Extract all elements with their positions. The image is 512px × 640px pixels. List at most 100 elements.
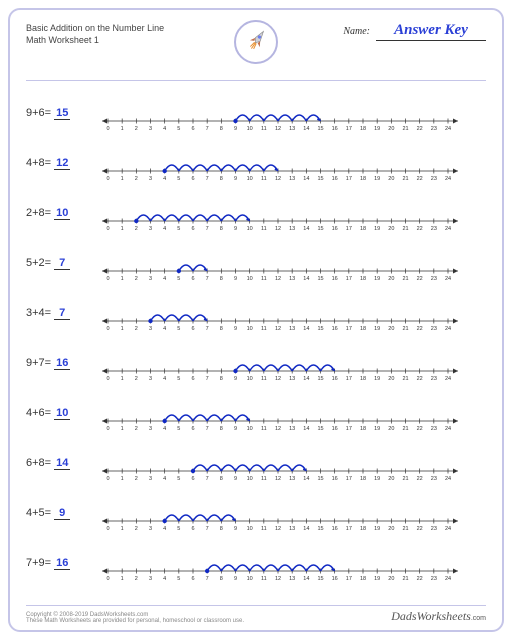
svg-text:4: 4	[163, 326, 166, 332]
title-block: Basic Addition on the Number Line Math W…	[26, 22, 164, 46]
svg-text:11: 11	[261, 326, 267, 332]
svg-text:22: 22	[417, 226, 423, 232]
svg-text:15: 15	[317, 326, 323, 332]
name-value: Answer Key	[376, 22, 486, 41]
answer-value: 16	[54, 557, 70, 570]
svg-text:20: 20	[388, 176, 394, 182]
svg-text:21: 21	[402, 326, 408, 332]
svg-text:10: 10	[247, 576, 253, 582]
svg-text:5: 5	[177, 426, 180, 432]
footer-note: These Math Worksheets are provided for p…	[26, 618, 244, 624]
svg-text:13: 13	[289, 126, 295, 132]
svg-text:17: 17	[346, 576, 352, 582]
svg-text:4: 4	[163, 476, 166, 482]
svg-text:0: 0	[106, 476, 109, 482]
svg-text:17: 17	[346, 376, 352, 382]
svg-text:2: 2	[135, 526, 138, 532]
svg-text:19: 19	[374, 476, 380, 482]
rocket-icon	[234, 20, 278, 64]
svg-text:10: 10	[247, 226, 253, 232]
problem-expression: 5+2= 7	[26, 257, 90, 270]
svg-text:14: 14	[303, 526, 309, 532]
svg-text:12: 12	[275, 226, 281, 232]
svg-text:13: 13	[289, 426, 295, 432]
svg-text:10: 10	[247, 476, 253, 482]
svg-text:4: 4	[163, 126, 166, 132]
svg-text:14: 14	[303, 276, 309, 282]
svg-text:8: 8	[220, 426, 223, 432]
answer-value: 7	[54, 257, 70, 270]
problem-expression: 9+7= 16	[26, 357, 90, 370]
problem-row: 7+9= 16012345678910111213141516171819202…	[26, 541, 486, 585]
svg-text:3: 3	[149, 376, 152, 382]
svg-text:4: 4	[163, 176, 166, 182]
svg-text:19: 19	[374, 126, 380, 132]
problem-expression: 6+8= 14	[26, 457, 90, 470]
svg-text:8: 8	[220, 176, 223, 182]
svg-text:11: 11	[261, 476, 267, 482]
brand-suffix: .com	[471, 615, 486, 622]
svg-text:14: 14	[303, 176, 309, 182]
svg-text:23: 23	[431, 526, 437, 532]
svg-text:19: 19	[374, 276, 380, 282]
svg-text:22: 22	[417, 526, 423, 532]
svg-text:17: 17	[346, 276, 352, 282]
svg-text:13: 13	[289, 276, 295, 282]
svg-text:24: 24	[445, 326, 451, 332]
svg-text:2: 2	[135, 576, 138, 582]
svg-text:2: 2	[135, 476, 138, 482]
svg-text:3: 3	[149, 276, 152, 282]
svg-text:23: 23	[431, 176, 437, 182]
svg-text:21: 21	[402, 476, 408, 482]
svg-text:21: 21	[402, 426, 408, 432]
svg-text:9: 9	[234, 376, 237, 382]
svg-text:3: 3	[149, 126, 152, 132]
svg-text:13: 13	[289, 226, 295, 232]
svg-text:7: 7	[206, 326, 209, 332]
numberline: 0123456789101112131415161718192021222324	[100, 291, 486, 335]
svg-text:17: 17	[346, 226, 352, 232]
svg-text:20: 20	[388, 126, 394, 132]
svg-text:14: 14	[303, 376, 309, 382]
svg-text:0: 0	[106, 526, 109, 532]
svg-text:12: 12	[275, 576, 281, 582]
svg-text:1: 1	[121, 176, 124, 182]
svg-text:5: 5	[177, 376, 180, 382]
problem-row: 3+4= 70123456789101112131415161718192021…	[26, 291, 486, 335]
svg-text:18: 18	[360, 326, 366, 332]
svg-text:3: 3	[149, 326, 152, 332]
svg-text:1: 1	[121, 426, 124, 432]
svg-text:8: 8	[220, 276, 223, 282]
svg-text:20: 20	[388, 226, 394, 232]
answer-value: 15	[54, 107, 70, 120]
answer-value: 7	[54, 307, 70, 320]
svg-text:21: 21	[402, 226, 408, 232]
brand-logo: DadsWorksheets.com	[391, 609, 486, 624]
svg-text:11: 11	[261, 276, 267, 282]
problem-row: 2+8= 10012345678910111213141516171819202…	[26, 191, 486, 235]
svg-text:21: 21	[402, 576, 408, 582]
problem-row: 9+6= 15012345678910111213141516171819202…	[26, 91, 486, 135]
svg-text:18: 18	[360, 426, 366, 432]
svg-text:16: 16	[332, 126, 338, 132]
svg-text:10: 10	[247, 426, 253, 432]
numberline: 0123456789101112131415161718192021222324	[100, 491, 486, 535]
svg-text:7: 7	[206, 576, 209, 582]
svg-text:7: 7	[206, 226, 209, 232]
svg-text:19: 19	[374, 526, 380, 532]
svg-text:17: 17	[346, 326, 352, 332]
svg-text:18: 18	[360, 176, 366, 182]
problem-expression: 4+5= 9	[26, 507, 90, 520]
problem-expression: 3+4= 7	[26, 307, 90, 320]
problem-row: 6+8= 14012345678910111213141516171819202…	[26, 441, 486, 485]
svg-text:18: 18	[360, 226, 366, 232]
svg-text:22: 22	[417, 376, 423, 382]
svg-text:7: 7	[206, 526, 209, 532]
svg-text:8: 8	[220, 476, 223, 482]
svg-text:19: 19	[374, 376, 380, 382]
problem-row: 9+7= 16012345678910111213141516171819202…	[26, 341, 486, 385]
numberline: 0123456789101112131415161718192021222324	[100, 341, 486, 385]
numberline: 0123456789101112131415161718192021222324	[100, 541, 486, 585]
svg-text:19: 19	[374, 326, 380, 332]
svg-text:22: 22	[417, 576, 423, 582]
